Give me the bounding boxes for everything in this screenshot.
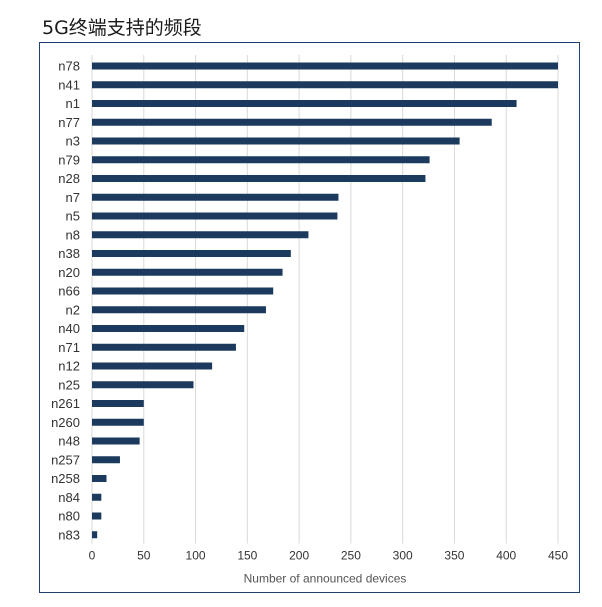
- grid-lines: [91, 55, 559, 544]
- x-tick-label: 200: [289, 549, 309, 563]
- category-label: n3: [66, 134, 80, 149]
- page-title: 5G终端支持的频段: [42, 17, 202, 39]
- category-labels: n78 n41 n1 n77 n3 n79 n28 n7 n5 n8 n38 n20 n66 n2 n40 n…: [51, 59, 80, 543]
- bar-n5: [92, 212, 338, 220]
- x-tick-label: 100: [186, 549, 206, 563]
- bar-chart: n78 n41 n1 n77 n3 n79 n28 n7 n5 n8 n38 n20 n66 n2 n40 n…: [51, 55, 569, 586]
- category-label: n261: [51, 396, 80, 411]
- x-tick-labels: 0 50 100 150 200 250 300 350 400 450: [89, 549, 569, 563]
- category-label: n80: [58, 509, 80, 524]
- category-label: n20: [58, 265, 80, 280]
- bar-n71: [92, 343, 236, 351]
- x-tick-label: 400: [496, 549, 516, 563]
- bar-n66: [92, 287, 274, 295]
- bar-n7: [92, 193, 339, 201]
- category-label: n258: [51, 471, 80, 486]
- bar-n2: [92, 306, 266, 314]
- x-tick-label: 150: [237, 549, 257, 563]
- bar-n79: [92, 156, 430, 164]
- bar-n25: [92, 381, 194, 389]
- category-label: n257: [51, 452, 80, 467]
- category-label: n77: [58, 115, 80, 130]
- bar-n20: [92, 268, 283, 276]
- category-label: n38: [58, 246, 80, 261]
- category-label: n66: [58, 284, 80, 299]
- bar-n258: [92, 475, 107, 482]
- bar-n40: [92, 325, 245, 332]
- bars: [92, 62, 558, 539]
- bar-n84: [92, 493, 102, 501]
- category-label: n28: [58, 171, 80, 186]
- category-label: n1: [66, 96, 80, 111]
- x-axis-title: Number of announced devices: [244, 572, 407, 586]
- category-label: n78: [58, 59, 80, 74]
- bar-n261: [92, 400, 144, 407]
- category-label: n25: [58, 377, 80, 392]
- bar-n77: [92, 118, 492, 126]
- bar-n28: [92, 175, 426, 182]
- bar-n8: [92, 231, 309, 239]
- bar-n257: [92, 456, 120, 464]
- bar-n12: [92, 362, 213, 370]
- category-label: n41: [58, 77, 80, 92]
- category-label: n260: [51, 415, 80, 430]
- bar-n83: [92, 531, 98, 539]
- category-label: n84: [58, 490, 80, 505]
- bar-n48: [92, 437, 140, 445]
- bar-n41: [92, 81, 558, 89]
- bar-n260: [92, 418, 144, 426]
- category-label: n12: [58, 359, 80, 374]
- category-label: n2: [66, 302, 80, 317]
- x-tick-label: 50: [137, 549, 151, 563]
- x-tick-label: 0: [89, 549, 96, 563]
- bar-n3: [92, 137, 460, 145]
- bar-n78: [92, 62, 558, 70]
- x-tick-label: 450: [548, 549, 568, 563]
- category-label: n7: [66, 190, 80, 205]
- bar-n80: [92, 512, 102, 520]
- x-tick-label: 250: [341, 549, 361, 563]
- x-tick-label: 300: [393, 549, 413, 563]
- category-label: n40: [58, 321, 80, 336]
- chart-frame: n78 n41 n1 n77 n3 n79 n28 n7 n5 n8 n38 n20 n66 n2 n40 n…: [39, 42, 580, 593]
- x-tick-label: 350: [444, 549, 464, 563]
- bar-n38: [92, 250, 291, 257]
- category-label: n5: [66, 209, 80, 224]
- category-label: n48: [58, 434, 80, 449]
- category-label: n8: [66, 227, 80, 242]
- category-label: n79: [58, 152, 80, 167]
- category-label: n83: [58, 527, 80, 542]
- bar-n1: [92, 100, 517, 107]
- category-label: n71: [58, 340, 80, 355]
